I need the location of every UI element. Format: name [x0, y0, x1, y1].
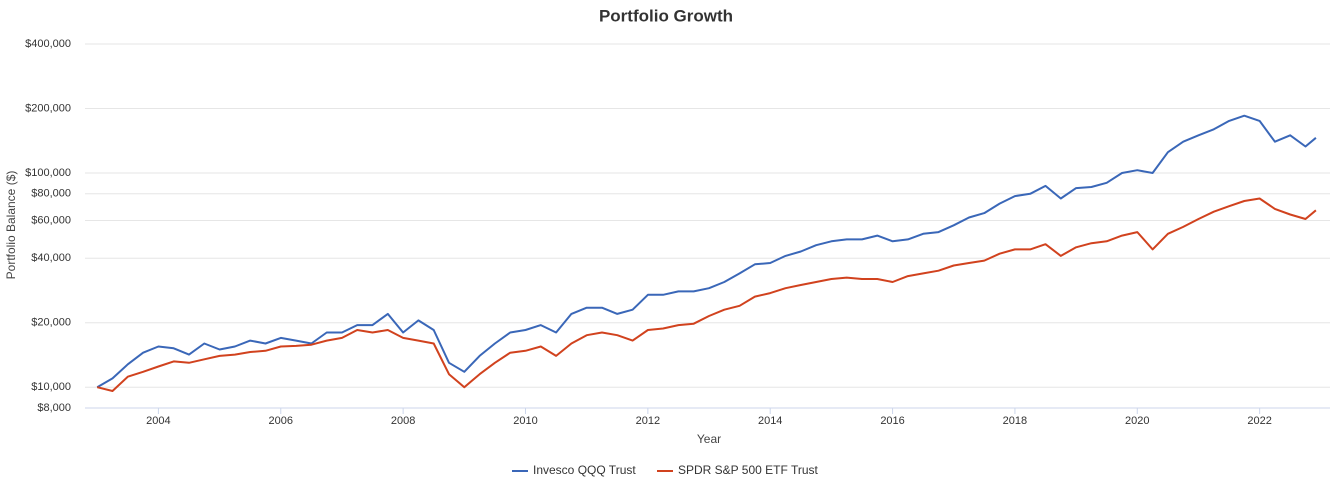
- series-line: [96, 197, 1317, 392]
- x-tick-label: 2008: [391, 415, 415, 427]
- chart-title: Portfolio Growth: [599, 6, 733, 25]
- legend-label[interactable]: Invesco QQQ Trust: [533, 463, 636, 477]
- x-tick-label: 2004: [146, 415, 170, 427]
- y-tick-label: $20,000: [31, 317, 71, 329]
- x-tick-label: 2020: [1125, 415, 1149, 427]
- y-tick-label: $200,000: [25, 102, 71, 114]
- x-tick-label: 2012: [636, 415, 660, 427]
- x-axis-title: Year: [697, 432, 721, 446]
- y-tick-label: $8,000: [37, 402, 71, 414]
- x-tick-label: 2022: [1247, 415, 1271, 427]
- y-axis-title: Portfolio Balance ($): [4, 171, 18, 280]
- y-tick-label: $40,000: [31, 252, 71, 264]
- y-tick-label: $10,000: [31, 381, 71, 393]
- x-tick-label: 2010: [513, 415, 537, 427]
- y-tick-label: $100,000: [25, 167, 71, 179]
- x-tick-label: 2014: [758, 415, 782, 427]
- y-tick-label: $80,000: [31, 188, 71, 200]
- x-tick-label: 2006: [269, 415, 293, 427]
- y-tick-label: $60,000: [31, 214, 71, 226]
- x-tick-label: 2016: [880, 415, 904, 427]
- x-tick-label: 2018: [1003, 415, 1027, 427]
- y-tick-label: $400,000: [25, 38, 71, 50]
- legend-label[interactable]: SPDR S&P 500 ETF Trust: [678, 463, 818, 477]
- series-line: [96, 114, 1317, 389]
